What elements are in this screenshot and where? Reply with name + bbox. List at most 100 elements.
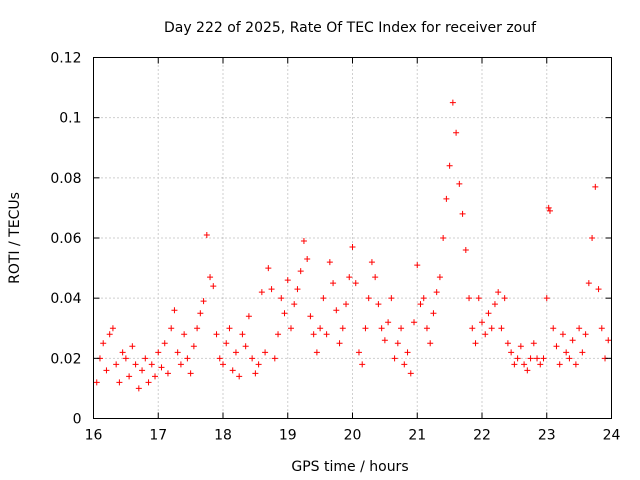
data-point — [537, 361, 544, 368]
y-tick-label: 0.04 — [50, 291, 81, 307]
data-point — [485, 310, 492, 317]
data-point — [287, 325, 294, 332]
data-point — [265, 265, 272, 272]
data-point — [521, 361, 528, 368]
data-point — [139, 367, 146, 374]
data-point — [126, 373, 133, 380]
data-point — [161, 340, 168, 347]
data-point — [514, 355, 521, 362]
data-point — [349, 244, 356, 251]
data-point — [466, 295, 473, 302]
data-point — [407, 370, 414, 377]
data-point — [527, 355, 534, 362]
data-point — [177, 361, 184, 368]
data-point — [164, 370, 171, 377]
x-tick-label: 24 — [603, 428, 621, 444]
data-point — [155, 349, 162, 356]
data-point — [255, 361, 262, 368]
data-point — [508, 349, 515, 356]
data-point — [252, 370, 259, 377]
data-point — [135, 385, 142, 392]
data-point — [284, 277, 291, 284]
x-axis-tick-labels: 16 17 18 19 20 21 22 23 24 — [85, 428, 621, 444]
x-tick-label: 21 — [408, 428, 426, 444]
data-point — [388, 295, 395, 302]
data-point — [109, 325, 116, 332]
data-point — [462, 247, 469, 254]
data-point — [258, 289, 265, 296]
data-point — [116, 379, 123, 386]
data-point — [482, 331, 489, 338]
data-point — [333, 307, 340, 314]
data-point — [184, 355, 191, 362]
data-point — [553, 343, 560, 350]
x-axis-label: GPS time / hours — [291, 459, 408, 475]
data-point — [229, 367, 236, 374]
grid-lines — [93, 57, 612, 419]
data-point — [119, 349, 126, 356]
data-point — [194, 325, 201, 332]
data-point — [343, 301, 350, 308]
data-point — [534, 355, 541, 362]
data-point — [453, 129, 460, 136]
data-point — [232, 349, 239, 356]
data-point — [511, 361, 518, 368]
data-point — [475, 295, 482, 302]
data-point — [479, 319, 485, 326]
axis-ticks — [93, 57, 612, 419]
data-point — [197, 310, 204, 317]
data-point — [530, 340, 537, 347]
data-point — [540, 355, 547, 362]
data-point — [546, 207, 553, 214]
data-point — [223, 340, 230, 347]
data-point — [605, 337, 612, 344]
data-point — [545, 204, 552, 211]
data-point — [300, 238, 307, 245]
data-point — [330, 280, 337, 287]
data-point — [414, 262, 421, 269]
data-point — [242, 343, 249, 350]
data-point — [488, 325, 495, 332]
data-point — [220, 361, 226, 368]
data-point — [504, 340, 511, 347]
data-point — [203, 231, 210, 238]
data-point — [491, 301, 498, 308]
data-point — [381, 337, 388, 344]
y-tick-label: 0.06 — [50, 231, 81, 247]
data-point — [362, 325, 369, 332]
data-point — [278, 295, 285, 302]
data-point — [181, 331, 188, 338]
data-point — [472, 340, 479, 347]
data-point — [245, 313, 252, 320]
y-tick-label: 0.1 — [59, 111, 81, 127]
data-point — [313, 349, 320, 356]
data-point — [271, 355, 278, 362]
data-point — [592, 183, 599, 190]
data-point — [579, 349, 586, 356]
data-point — [275, 331, 282, 338]
data-point — [129, 343, 136, 350]
data-point — [106, 331, 113, 338]
data-point — [122, 355, 129, 362]
data-point — [501, 295, 508, 302]
data-point — [411, 319, 418, 326]
data-point — [378, 325, 385, 332]
data-point — [420, 295, 427, 302]
data-point — [359, 361, 366, 368]
data-point — [550, 325, 557, 332]
x-tick-label: 18 — [214, 428, 232, 444]
chart-title: Day 222 of 2025, Rate Of TEC Index for r… — [164, 20, 537, 36]
data-point — [171, 307, 178, 314]
data-point — [436, 274, 443, 281]
data-point — [495, 289, 502, 296]
data-point — [346, 274, 353, 281]
data-point — [226, 325, 233, 332]
data-point — [310, 331, 317, 338]
data-point — [368, 259, 375, 266]
data-point — [563, 349, 570, 356]
x-tick-label: 23 — [538, 428, 556, 444]
data-point — [168, 325, 175, 332]
data-point — [142, 355, 149, 362]
y-axis-label: ROTI / TECUs — [7, 192, 23, 284]
data-point — [262, 349, 269, 356]
